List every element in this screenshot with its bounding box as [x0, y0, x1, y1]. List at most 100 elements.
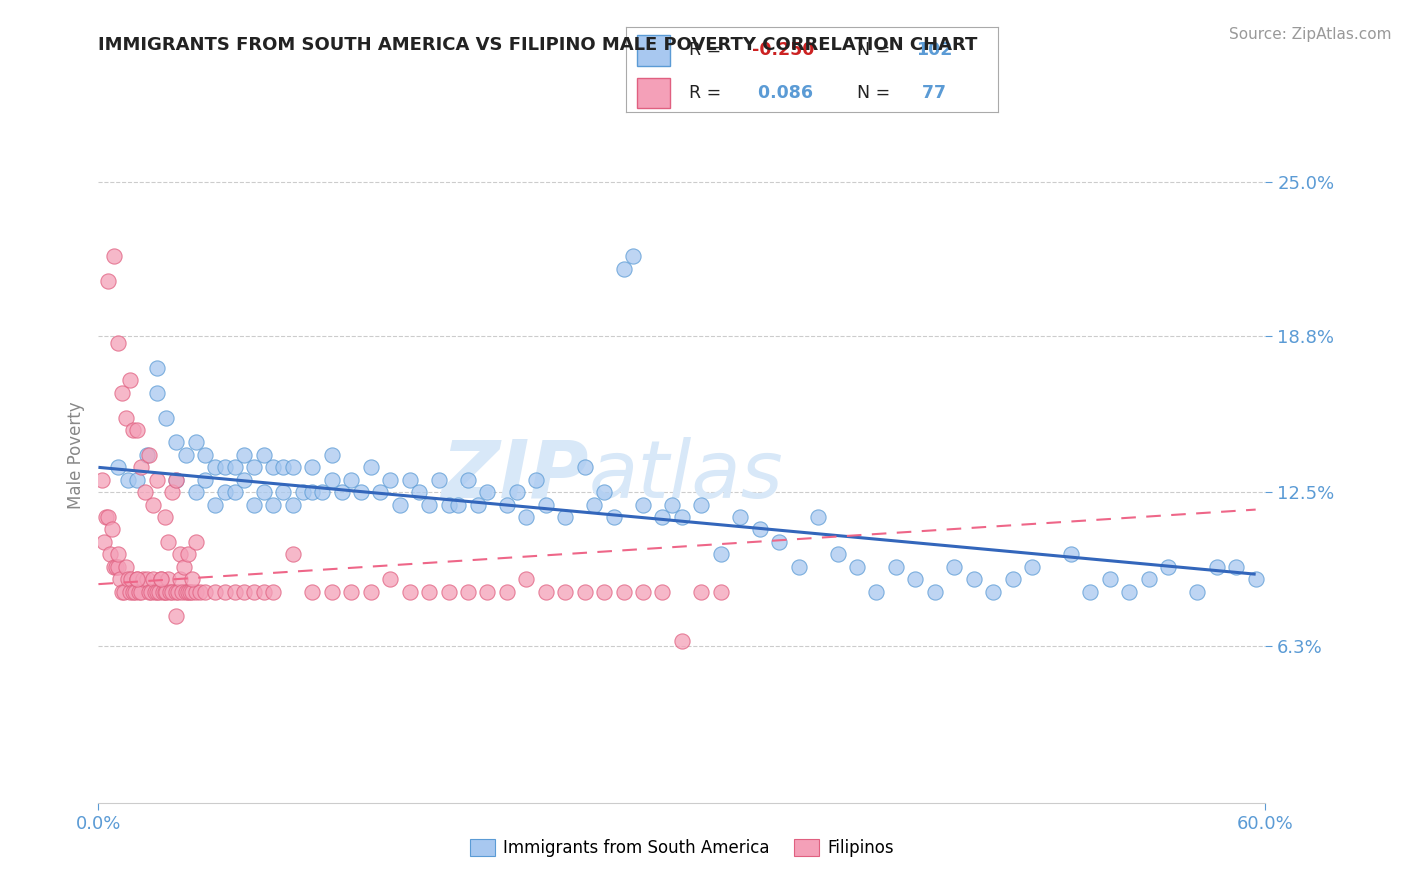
- Point: [398, 473, 420, 487]
- Point: [127, 473, 149, 487]
- Point: [118, 373, 141, 387]
- Point: [631, 584, 654, 599]
- Point: [388, 498, 411, 512]
- Point: [103, 559, 125, 574]
- Point: [127, 572, 149, 586]
- Point: [1205, 559, 1227, 574]
- Point: [554, 584, 576, 599]
- Point: [253, 584, 276, 599]
- Point: [159, 584, 181, 599]
- Point: [146, 473, 169, 487]
- Point: [321, 473, 343, 487]
- Point: [1225, 559, 1247, 574]
- Point: [904, 572, 927, 586]
- Point: [162, 485, 184, 500]
- Point: [214, 584, 236, 599]
- Point: [149, 572, 172, 586]
- Point: [169, 547, 191, 561]
- Point: [165, 584, 187, 599]
- Point: [91, 473, 114, 487]
- Point: [534, 584, 557, 599]
- Point: [155, 584, 177, 599]
- Point: [224, 460, 246, 475]
- Point: [233, 473, 256, 487]
- Point: [515, 510, 537, 524]
- Point: [153, 510, 176, 524]
- Point: [107, 559, 129, 574]
- Point: [690, 584, 713, 599]
- Point: [107, 547, 129, 561]
- Point: [214, 485, 236, 500]
- Point: [146, 385, 169, 400]
- Point: [194, 473, 217, 487]
- Point: [155, 410, 177, 425]
- Point: [136, 572, 159, 586]
- Point: [262, 498, 284, 512]
- Point: [170, 584, 193, 599]
- Point: [340, 584, 363, 599]
- Point: [104, 559, 127, 574]
- Point: [127, 423, 149, 437]
- Point: [621, 249, 644, 263]
- Point: [180, 572, 202, 586]
- Point: [301, 460, 323, 475]
- Point: [651, 510, 673, 524]
- Point: [121, 572, 143, 586]
- Point: [447, 498, 470, 512]
- Point: [943, 559, 966, 574]
- Point: [132, 572, 155, 586]
- Point: [340, 473, 363, 487]
- Point: [262, 460, 284, 475]
- Point: [152, 584, 174, 599]
- Point: [574, 460, 596, 475]
- Point: [467, 498, 489, 512]
- Point: [139, 584, 162, 599]
- Point: [496, 584, 519, 599]
- Point: [134, 485, 156, 500]
- Point: [768, 534, 790, 549]
- Text: R =: R =: [689, 42, 727, 60]
- Point: [146, 584, 169, 599]
- Point: [827, 547, 849, 561]
- Point: [281, 460, 304, 475]
- Text: N =: N =: [856, 42, 896, 60]
- Point: [188, 584, 211, 599]
- Point: [534, 498, 557, 512]
- Point: [153, 584, 176, 599]
- Point: [981, 584, 1004, 599]
- Point: [165, 609, 187, 624]
- Text: 102: 102: [917, 42, 953, 60]
- Point: [122, 584, 145, 599]
- Point: [243, 498, 266, 512]
- Point: [112, 584, 135, 599]
- Point: [418, 584, 440, 599]
- Point: [204, 584, 226, 599]
- Point: [122, 423, 145, 437]
- Point: [127, 572, 149, 586]
- FancyBboxPatch shape: [637, 78, 671, 108]
- Point: [157, 572, 180, 586]
- Point: [101, 523, 124, 537]
- Point: [169, 572, 191, 586]
- Point: [457, 473, 479, 487]
- Point: [631, 498, 654, 512]
- Point: [593, 485, 616, 500]
- Point: [574, 584, 596, 599]
- Point: [97, 274, 120, 288]
- Point: [593, 584, 616, 599]
- Y-axis label: Male Poverty: Male Poverty: [66, 401, 84, 508]
- Point: [1157, 559, 1180, 574]
- Point: [146, 361, 169, 376]
- Point: [194, 584, 217, 599]
- Point: [477, 584, 499, 599]
- Point: [281, 547, 304, 561]
- Point: [214, 460, 236, 475]
- Point: [111, 385, 134, 400]
- Point: [117, 572, 139, 586]
- Point: [184, 534, 207, 549]
- Text: Source: ZipAtlas.com: Source: ZipAtlas.com: [1229, 27, 1392, 42]
- Point: [167, 584, 190, 599]
- Point: [204, 498, 226, 512]
- Point: [408, 485, 430, 500]
- Text: ZIP: ZIP: [441, 437, 589, 515]
